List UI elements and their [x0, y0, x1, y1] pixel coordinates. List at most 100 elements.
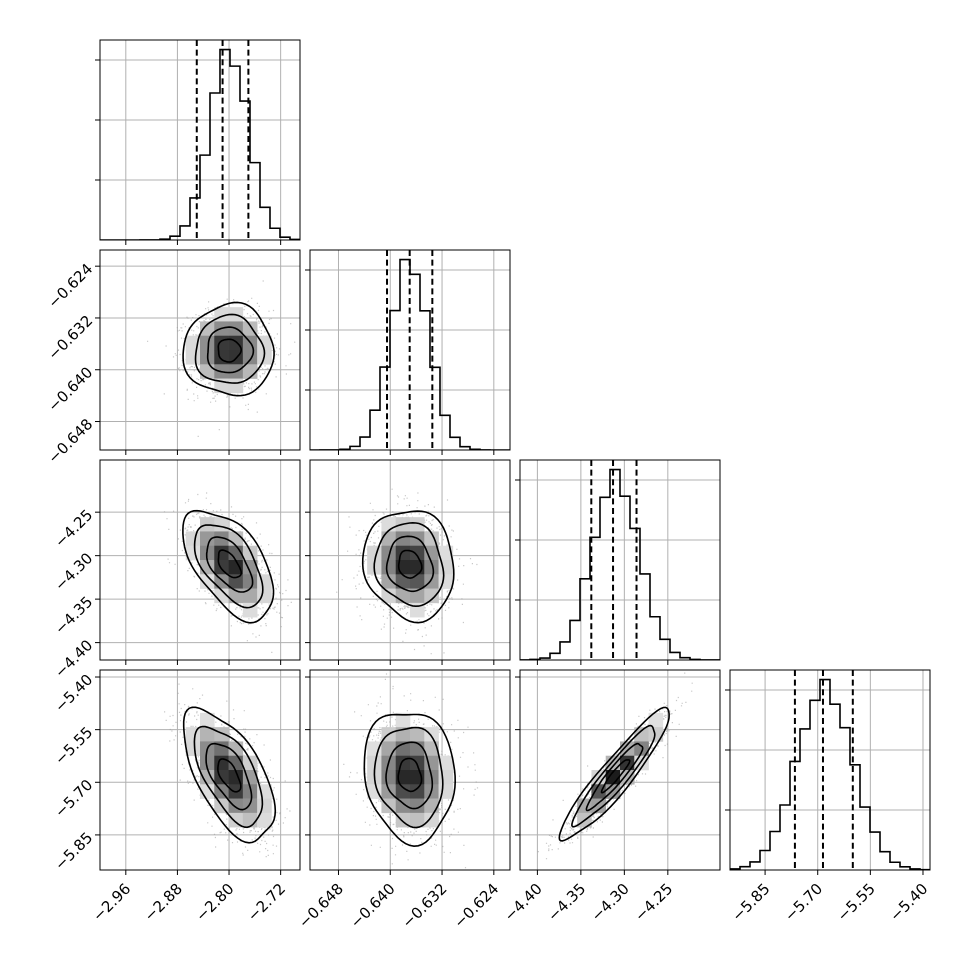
- x-tick-label: −4.35: [544, 880, 589, 925]
- density-cell: [185, 741, 201, 757]
- panel-content: [100, 40, 300, 240]
- density-cell: [214, 770, 229, 785]
- scatter-points: [164, 683, 291, 858]
- density-cell: [228, 798, 244, 814]
- density-cell: [634, 727, 649, 742]
- density-cell: [410, 545, 425, 561]
- density-cell: [381, 574, 397, 589]
- density-cell: [242, 350, 258, 365]
- y-tick-label: −5.40: [51, 671, 96, 716]
- y-tick-label: −4.40: [51, 636, 96, 681]
- density-cell: [424, 545, 439, 561]
- density-cell: [228, 378, 244, 394]
- density-cell: [381, 517, 397, 532]
- x-tick-label: −4.40: [501, 880, 546, 925]
- contour-level-0: [397, 757, 423, 793]
- contour-level-3: [363, 713, 457, 848]
- density-cell: [410, 812, 425, 828]
- density-cell: [214, 517, 229, 532]
- density-cell: [214, 531, 229, 547]
- density-cell: [424, 560, 439, 575]
- density-cell: [381, 560, 397, 575]
- x-tick-label: −2.96: [89, 880, 134, 925]
- density-cell: [214, 545, 229, 561]
- density-cell: [410, 798, 425, 814]
- y-tick-label: −5.70: [51, 776, 96, 821]
- density-cell: [200, 712, 215, 728]
- panel-frame: [99, 459, 301, 661]
- density-cell: [228, 560, 244, 575]
- panel-frame: [99, 249, 301, 451]
- contour-level-2: [193, 725, 264, 829]
- x-tick-label: −0.632: [399, 880, 451, 932]
- y-tick-label: −0.640: [44, 363, 96, 415]
- density-cell: [410, 574, 425, 589]
- x-tick-label: −5.70: [781, 880, 826, 925]
- contour-level-0: [600, 759, 631, 794]
- density-cell: [395, 545, 411, 561]
- density-cell: [410, 588, 425, 604]
- contour-level-3: [182, 706, 277, 844]
- contour-level-3: [182, 301, 275, 397]
- scatter-panel-2-1: [305, 459, 511, 665]
- density-cell: [438, 755, 454, 771]
- x-tick-label: −5.85: [728, 880, 773, 925]
- histogram-panel-0: [95, 39, 301, 245]
- y-tick-label: −0.624: [44, 260, 96, 312]
- contour-level-0: [217, 549, 242, 579]
- density-cell: [381, 770, 397, 785]
- contour-level-2: [193, 524, 264, 609]
- histogram-step-line: [100, 48, 300, 240]
- panel-content: [310, 250, 510, 450]
- density-cell: [438, 770, 454, 785]
- y-tick-label: −0.648: [44, 415, 96, 467]
- density-cell: [242, 812, 258, 828]
- density-cell: [214, 335, 229, 351]
- density-cell: [200, 321, 215, 337]
- scatter-panel-1-0: [95, 249, 301, 455]
- x-tick-label: −4.30: [588, 880, 633, 925]
- density-cell: [424, 588, 439, 604]
- panel-content: [100, 460, 300, 660]
- contour-level-0: [217, 338, 242, 363]
- density-cell: [410, 517, 425, 532]
- density-cell: [367, 741, 382, 757]
- contour-level-2: [373, 726, 444, 829]
- density-cell: [242, 784, 258, 799]
- panel-frame: [729, 669, 931, 871]
- contour-level-3: [361, 510, 455, 624]
- y-tick-label: −4.30: [51, 549, 96, 594]
- contour-level-1: [385, 741, 434, 810]
- scatter-panel-3-0: [95, 669, 301, 875]
- density-cell: [200, 574, 215, 589]
- panel-frame: [309, 669, 511, 871]
- density-cell: [591, 798, 607, 814]
- panel-frame: [99, 669, 301, 871]
- contour-level-1: [205, 742, 253, 811]
- contour-level-2: [571, 724, 656, 828]
- contour-level-0: [397, 549, 423, 579]
- density-cell: [214, 755, 229, 771]
- density-cell: [257, 335, 272, 351]
- density-cell: [648, 712, 664, 728]
- x-tick-label: −2.88: [141, 880, 186, 925]
- density-cell: [577, 798, 592, 814]
- histogram-panel-2: [515, 459, 721, 665]
- y-tick-label: −0.632: [44, 312, 96, 364]
- x-tick-label: −0.648: [295, 880, 347, 932]
- density-cell: [242, 798, 258, 814]
- panel-content: [520, 460, 720, 660]
- panel-frame: [99, 39, 301, 241]
- y-tick-label: −5.55: [51, 723, 96, 768]
- density-cell: [200, 364, 215, 379]
- density-cell: [620, 770, 635, 785]
- y-tick-label: −5.85: [51, 829, 96, 874]
- contour-level-3: [182, 509, 275, 624]
- density-cell: [214, 574, 229, 589]
- density-cell: [200, 335, 215, 351]
- panel-frame: [309, 249, 511, 451]
- y-tick-label: −4.35: [51, 593, 96, 638]
- histogram-step-line: [310, 258, 510, 450]
- density-cell: [410, 770, 425, 785]
- density-cell: [395, 784, 411, 799]
